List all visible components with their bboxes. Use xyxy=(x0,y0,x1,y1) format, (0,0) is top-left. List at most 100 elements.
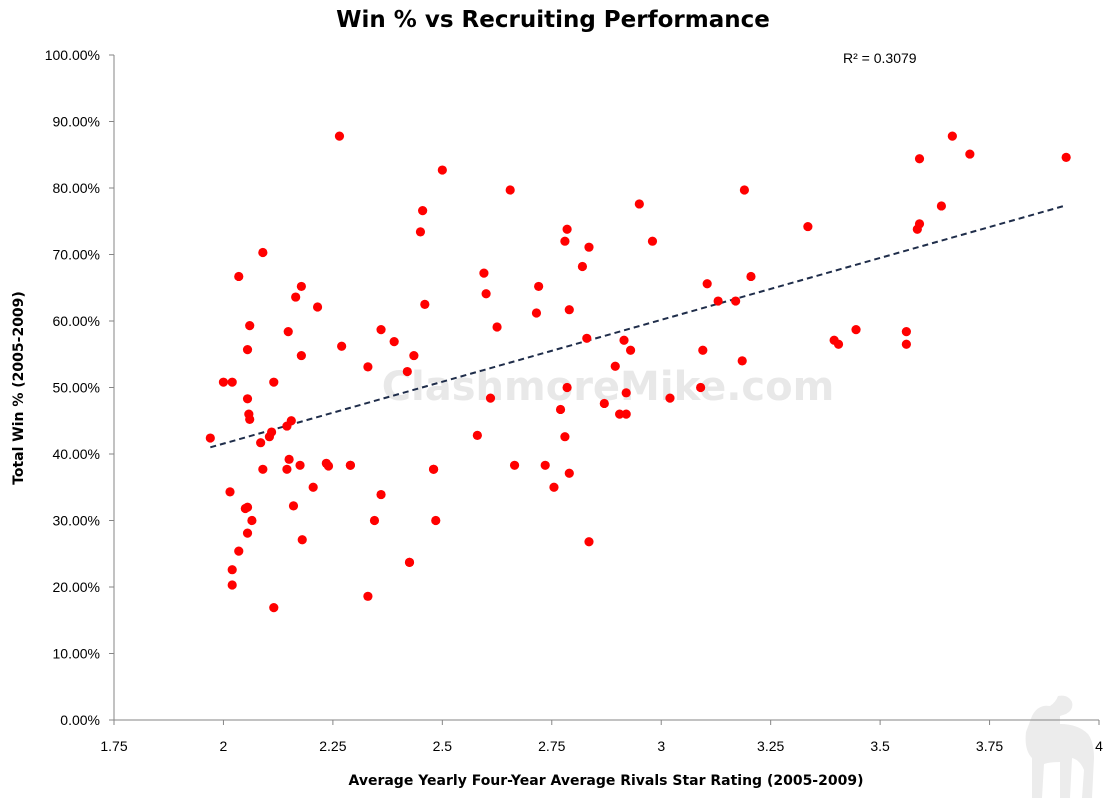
data-point xyxy=(901,339,911,349)
data-point xyxy=(296,281,306,292)
data-point xyxy=(621,409,631,419)
data-point xyxy=(284,454,294,464)
x-tick-label: 4 xyxy=(1095,738,1103,754)
data-point xyxy=(256,438,266,448)
y-tick-label: 40.00% xyxy=(53,446,100,462)
data-point xyxy=(696,382,706,393)
data-point xyxy=(485,393,496,403)
data-point xyxy=(665,393,675,403)
data-point xyxy=(437,165,447,175)
data-point xyxy=(914,219,925,229)
data-point xyxy=(431,515,441,526)
y-tick-label: 0.00% xyxy=(60,712,100,728)
data-point xyxy=(389,337,399,347)
data-point xyxy=(337,341,347,351)
data-point xyxy=(625,345,636,355)
data-point xyxy=(560,236,570,246)
y-tick-label: 80.00% xyxy=(53,180,100,196)
data-point xyxy=(409,350,419,361)
data-point xyxy=(245,321,255,331)
data-point xyxy=(267,427,277,437)
chart-title: Win % vs Recruiting Performance xyxy=(336,7,770,33)
x-axis-title: Average Yearly Four-Year Average Rivals … xyxy=(349,773,864,789)
data-point xyxy=(1061,152,1071,163)
data-point xyxy=(555,404,566,415)
y-tick-label: 10.00% xyxy=(53,646,100,662)
data-point xyxy=(308,482,318,492)
data-point xyxy=(242,528,253,538)
data-point xyxy=(258,464,268,474)
data-point xyxy=(227,565,237,575)
x-axis-ticks: 1.75 2 2.25 2.5 2.75 3 3.25 3.5 3.75 4 xyxy=(100,720,1103,754)
data-point xyxy=(481,289,491,299)
y-tick-label: 20.00% xyxy=(53,579,100,595)
data-point xyxy=(615,409,625,419)
data-point xyxy=(288,501,299,511)
data-point xyxy=(247,515,257,526)
data-point xyxy=(731,296,741,306)
data-point xyxy=(647,236,658,246)
data-point xyxy=(428,464,439,474)
data-point xyxy=(534,281,544,292)
data-point xyxy=(218,377,229,387)
data-point xyxy=(258,247,268,258)
data-point xyxy=(509,460,520,470)
y-tick-label: 50.00% xyxy=(53,380,100,396)
y-axis-title: Total Win % (2005-2009) xyxy=(11,291,27,485)
data-point xyxy=(610,361,620,371)
data-point xyxy=(420,299,430,309)
data-point xyxy=(242,344,253,355)
data-point xyxy=(345,460,355,470)
data-point xyxy=(245,414,255,425)
data-point xyxy=(746,271,756,282)
data-point xyxy=(562,224,572,234)
x-tick-label: 3.5 xyxy=(870,738,890,754)
data-point xyxy=(965,149,975,159)
data-point xyxy=(492,322,502,332)
x-tick-label: 2.5 xyxy=(433,738,453,754)
data-point xyxy=(286,416,296,426)
data-point xyxy=(297,535,307,545)
data-point xyxy=(851,325,861,335)
data-point xyxy=(363,591,373,601)
data-point xyxy=(227,377,237,387)
data-point xyxy=(282,464,292,474)
r-squared-annotation: R² = 0.3079 xyxy=(843,50,917,66)
data-point xyxy=(312,302,323,312)
y-tick-label: 60.00% xyxy=(53,313,100,329)
data-point xyxy=(562,382,572,393)
x-tick-label: 3.25 xyxy=(757,738,784,754)
data-point xyxy=(418,206,428,216)
x-tick-label: 2.25 xyxy=(319,738,346,754)
data-point xyxy=(619,335,629,345)
data-point xyxy=(291,292,301,302)
data-point xyxy=(415,227,426,237)
x-tick-label: 1.75 xyxy=(100,738,127,754)
data-point xyxy=(363,362,373,372)
data-point xyxy=(242,502,253,512)
data-point xyxy=(283,327,293,337)
data-point xyxy=(323,461,334,471)
data-point xyxy=(225,487,235,497)
data-point xyxy=(402,366,412,377)
data-point xyxy=(549,482,559,492)
data-point xyxy=(531,308,542,318)
data-point xyxy=(234,546,244,556)
data-point xyxy=(936,201,947,211)
y-axis-ticks: 0.00% 10.00% 20.00% 30.00% 40.00% 50.00% 60.00… xyxy=(45,47,114,728)
y-tick-label: 90.00% xyxy=(53,114,100,130)
data-point xyxy=(560,432,570,442)
data-point xyxy=(577,261,588,272)
x-tick-label: 3.75 xyxy=(976,738,1003,754)
data-point xyxy=(472,430,482,440)
data-point xyxy=(737,356,747,366)
y-tick-label: 30.00% xyxy=(53,513,100,529)
data-point xyxy=(479,268,489,278)
x-tick-label: 3 xyxy=(657,738,665,754)
data-points xyxy=(205,131,1071,613)
data-point xyxy=(269,603,279,613)
data-point xyxy=(227,580,237,590)
trendline xyxy=(210,204,1065,449)
data-point xyxy=(205,433,215,443)
data-point xyxy=(833,339,844,349)
